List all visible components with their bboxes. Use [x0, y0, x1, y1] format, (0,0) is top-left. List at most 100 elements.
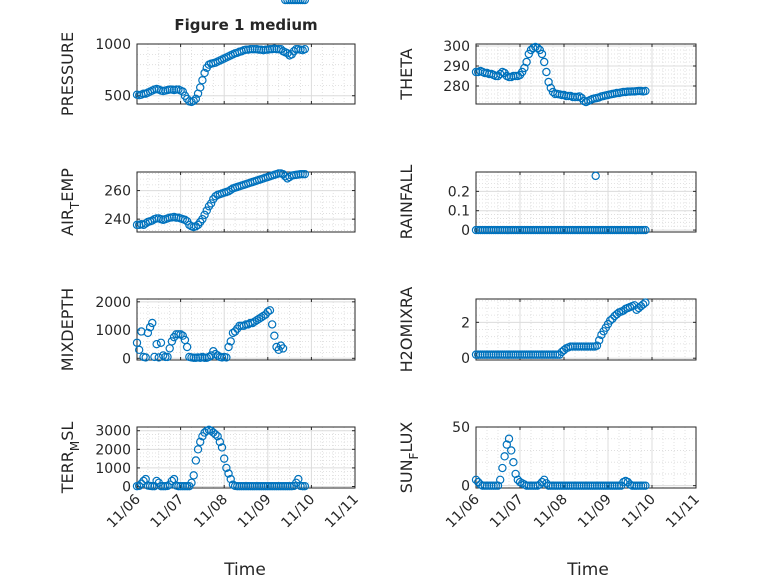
x-tick-label: 11/06 — [443, 491, 483, 531]
data-point — [636, 481, 646, 490]
data-point — [161, 352, 170, 362]
y-tick-label: 0 — [461, 223, 470, 239]
data-point — [489, 481, 498, 490]
data-point — [641, 86, 650, 96]
y-tick-label: 240 — [104, 212, 131, 228]
data-point — [471, 475, 481, 484]
y-axis-label: MIXDEPTH — [58, 288, 77, 371]
data-point — [595, 225, 604, 235]
data-point — [639, 300, 648, 309]
data-point — [570, 481, 580, 490]
data-point — [267, 320, 277, 329]
data-point — [296, 169, 305, 179]
y-axis-label: H2OMIXRA — [397, 287, 416, 373]
data-point — [196, 437, 205, 447]
axes-box — [136, 43, 356, 105]
data-point — [250, 317, 259, 326]
data-point — [265, 481, 275, 491]
data-point — [261, 45, 270, 54]
data-point — [174, 481, 183, 491]
y-tick-label: 0 — [461, 479, 470, 495]
axes-box — [136, 171, 356, 233]
data-point — [215, 437, 225, 447]
data-point — [537, 477, 547, 487]
data-point — [217, 443, 227, 452]
data-point — [259, 311, 268, 321]
data-point — [537, 225, 547, 235]
data-point — [520, 225, 529, 235]
data-point — [636, 225, 646, 235]
data-point — [178, 331, 187, 340]
data-point — [584, 342, 593, 351]
data-point — [257, 313, 266, 322]
data-point — [575, 92, 584, 101]
data-point — [265, 44, 275, 54]
data-point — [535, 45, 545, 55]
data-point — [291, 0, 301, 5]
y-tick-label: 1000 — [95, 461, 131, 477]
axes-box — [475, 298, 697, 361]
data-point — [537, 49, 547, 59]
data-point — [296, 0, 305, 5]
x-tick-label: 11/11 — [322, 492, 362, 532]
x-tick-label: 11/10 — [619, 492, 659, 532]
data-point — [187, 478, 196, 487]
data-point — [529, 350, 538, 359]
data-point — [474, 350, 483, 359]
data-point — [200, 210, 209, 220]
data-point — [196, 83, 205, 92]
x-tick-label: 11/10 — [278, 492, 318, 532]
x-tick-label: 11/08 — [531, 492, 571, 532]
data-point — [496, 475, 505, 484]
data-point — [189, 471, 198, 480]
data-point — [206, 351, 216, 360]
x-axis-label-left: Time — [223, 560, 266, 580]
data-point — [526, 225, 536, 235]
data-point — [285, 481, 294, 491]
data-point — [274, 481, 283, 491]
data-point — [189, 96, 198, 106]
data-point — [276, 481, 286, 491]
figure-title: Figure 1 medium — [174, 16, 317, 34]
y-tick-label: 2 — [461, 315, 470, 331]
data-point — [281, 0, 290, 5]
data-point — [592, 225, 602, 235]
data-point — [581, 225, 591, 235]
data-point — [211, 430, 220, 439]
data-point — [143, 328, 153, 338]
data-point — [606, 225, 615, 235]
data-point — [485, 350, 494, 359]
data-point — [263, 307, 272, 316]
x-tick-label: 11/09 — [575, 492, 615, 532]
data-point — [300, 169, 310, 179]
data-point — [176, 330, 185, 339]
data-point — [564, 225, 573, 235]
data-point — [595, 336, 604, 345]
data-point — [178, 481, 187, 491]
data-point — [612, 310, 622, 319]
data-point — [259, 481, 268, 491]
data-point — [502, 440, 511, 449]
subplot-theta: 280 290 300 THETA — [397, 39, 697, 107]
data-point — [584, 225, 593, 235]
data-point — [198, 76, 207, 85]
x-tick-label: 11/06 — [104, 491, 144, 531]
data-point — [248, 44, 257, 54]
data-point — [241, 481, 251, 491]
data-point — [233, 481, 242, 491]
data-point — [226, 474, 235, 484]
data-point — [289, 0, 299, 5]
data-point — [531, 350, 540, 359]
data-point — [235, 481, 244, 491]
data-point — [553, 225, 562, 235]
data-point — [274, 44, 283, 54]
data-point — [559, 225, 569, 235]
data-point — [278, 344, 288, 353]
y-tick-label: 1000 — [95, 37, 131, 53]
data-point — [575, 225, 584, 235]
data-point — [485, 225, 494, 235]
y-axis-label: PRESSURE — [58, 32, 77, 116]
data-point — [174, 330, 183, 339]
data-point — [575, 481, 584, 490]
